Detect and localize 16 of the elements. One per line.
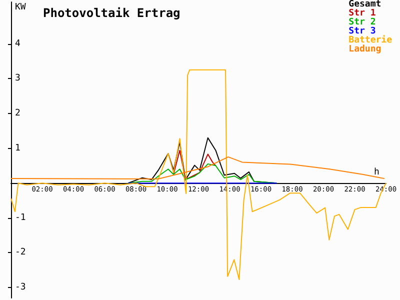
y-tick-label: -1 — [15, 212, 26, 223]
x-axis-title: h — [374, 168, 380, 178]
text: Str 2 — [348, 18, 376, 28]
text: Ladung — [348, 44, 382, 54]
y-tick-label: -2 — [15, 248, 26, 258]
y-tick-label: 4 — [15, 38, 20, 49]
chart-title: Photovoltaik Ertrag — [43, 6, 180, 20]
y-tick-label: 1 — [15, 143, 20, 154]
text: Batterie — [348, 34, 393, 46]
y-tick-label: -3 — [15, 282, 26, 293]
text: Str 3 — [348, 26, 376, 36]
text: Gesamt — [348, 0, 382, 10]
y-tick-label: 3 — [15, 74, 20, 84]
text: Str 1 — [348, 8, 376, 18]
y-tick-label: 2 — [15, 108, 20, 118]
y-axis-title: KW — [15, 2, 26, 12]
